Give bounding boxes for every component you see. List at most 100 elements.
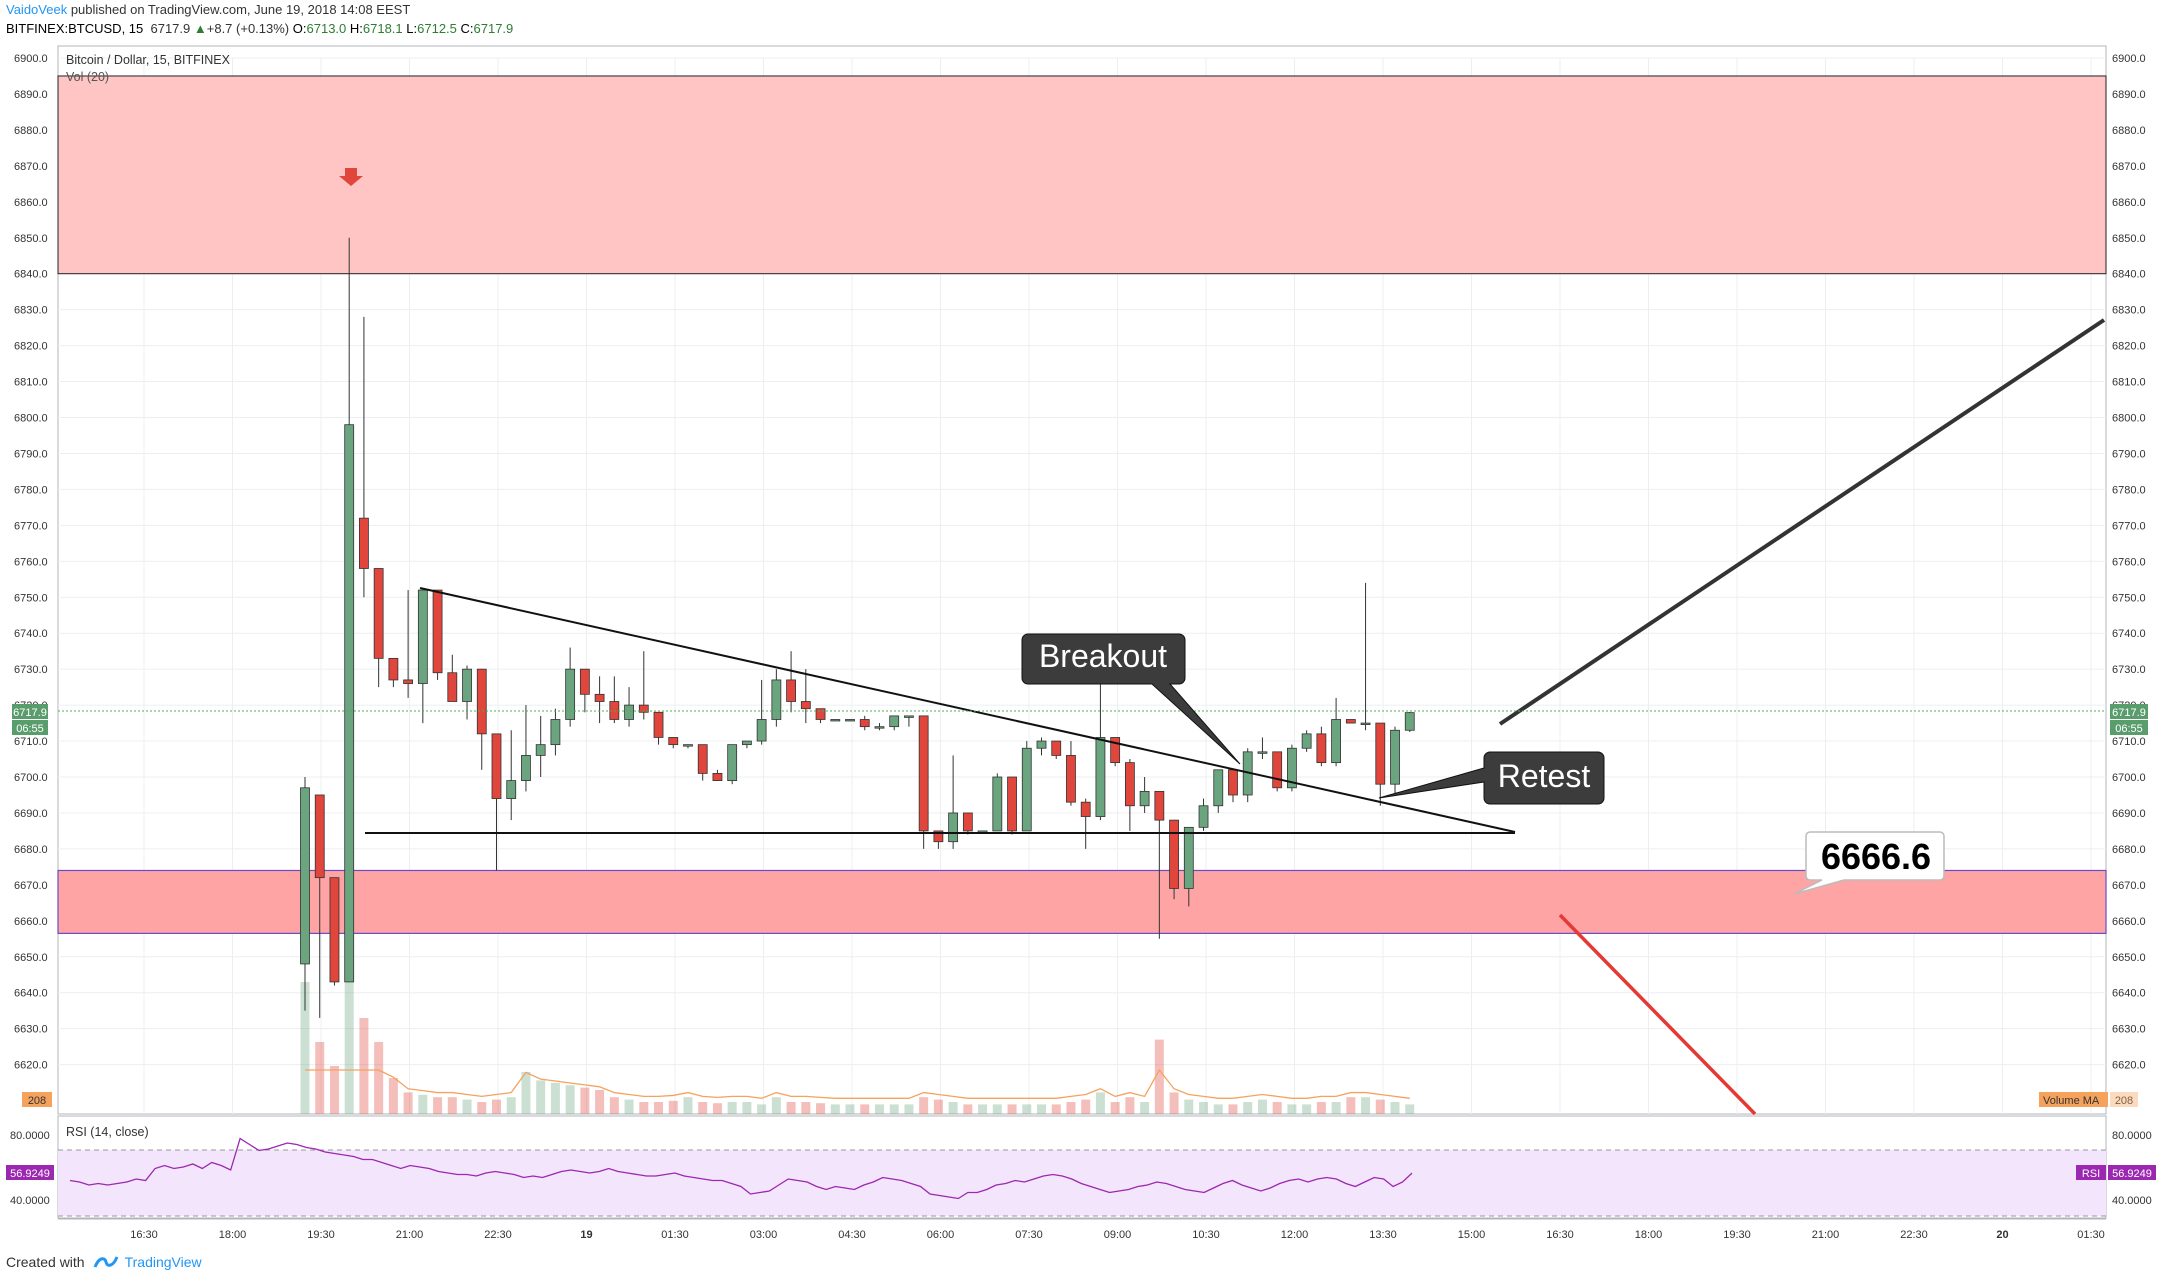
- time-tick: 19:30: [307, 1229, 335, 1241]
- price-tick-left: 6780.0: [14, 484, 48, 496]
- volume-bar: [742, 1102, 752, 1114]
- tradingview-link[interactable]: TradingView: [93, 1254, 202, 1270]
- volume-bar: [565, 1085, 575, 1114]
- candle-body: [521, 755, 531, 781]
- candle-body: [1287, 747, 1297, 789]
- candle: [521, 705, 531, 792]
- projection-up-line[interactable]: [1498, 318, 2106, 726]
- volume-bar: [860, 1104, 870, 1114]
- candle-body: [1257, 751, 1268, 754]
- volume-bar: [1022, 1104, 1032, 1114]
- price-tick-left: 6700.0: [14, 772, 48, 784]
- candle-body: [1213, 769, 1224, 807]
- price-tick-left: 6870.0: [14, 161, 48, 173]
- volume-bar: [595, 1090, 605, 1114]
- candle-body: [1021, 747, 1032, 832]
- candle: [918, 715, 929, 849]
- time-tick: 21:00: [1812, 1229, 1840, 1241]
- time-tick: 21:00: [396, 1229, 424, 1241]
- price-tick-right: 6780.0: [2112, 484, 2146, 496]
- candle: [329, 877, 340, 986]
- volume-bar: [1066, 1102, 1076, 1114]
- volume-bar: [816, 1103, 826, 1114]
- candle-body: [992, 776, 1003, 832]
- volume-bar: [1316, 1102, 1326, 1114]
- candle: [1139, 777, 1150, 813]
- projection-down-line[interactable]: [1558, 913, 1757, 1116]
- price-tick-right: 6810.0: [2112, 377, 2146, 389]
- sell-signal-arrow-icon: [339, 168, 363, 186]
- support-zone: [57, 869, 2107, 934]
- candle-body: [1345, 719, 1356, 724]
- price-tick-left: 6680.0: [14, 844, 48, 856]
- price-tick-left: 6630.0: [14, 1024, 48, 1036]
- left-price-axis: 6900.0 6890.0 6880.0 6870.0 6860.0 6850.0 6840…: [14, 53, 48, 1072]
- price-tick-right: 6880.0: [2112, 125, 2146, 137]
- candle-body: [742, 740, 752, 746]
- volume-bar: [580, 1087, 590, 1114]
- volume-bar: [315, 1042, 325, 1114]
- change-arrow-icon: ▲: [193, 21, 207, 36]
- volume-bar: [786, 1102, 796, 1114]
- time-tick: 10:30: [1192, 1229, 1220, 1241]
- candle-body: [550, 719, 561, 746]
- author-link[interactable]: VaidoVeek: [6, 2, 68, 17]
- price-tick-right: 6860.0: [2112, 197, 2146, 209]
- volume-bar: [771, 1097, 781, 1114]
- volume-bar: [683, 1097, 693, 1114]
- svg-text:208: 208: [28, 1095, 46, 1107]
- volume-bar: [1169, 1092, 1179, 1114]
- candle: [1124, 759, 1135, 831]
- candle: [830, 719, 841, 722]
- volume-bar: [712, 1103, 722, 1114]
- candle: [1051, 740, 1062, 760]
- candle: [579, 668, 590, 713]
- low-label: L:: [406, 21, 418, 36]
- candle-body: [1183, 826, 1194, 889]
- price-tick-left: 6660.0: [14, 916, 48, 928]
- candle: [1316, 726, 1327, 767]
- price-tick-right: 6800.0: [2112, 413, 2146, 425]
- candle: [1242, 748, 1253, 803]
- publish-line: VaidoVeek published on TradingView.com, …: [6, 2, 410, 17]
- time-tick: 03:00: [750, 1229, 778, 1241]
- volume-bar: [506, 1097, 516, 1114]
- svg-text:06:55: 06:55: [2115, 723, 2143, 735]
- descending-trendline[interactable]: [419, 587, 1516, 833]
- last-price: 6717.9: [150, 21, 191, 36]
- candle-body: [1124, 762, 1135, 807]
- price-tick-right: 6750.0: [2112, 592, 2146, 604]
- volume-bar: [1375, 1099, 1385, 1114]
- volume-indicator-label: Vol (20): [66, 70, 109, 84]
- retest-callout[interactable]: Retest: [1378, 751, 1605, 805]
- time-tick: 09:00: [1104, 1229, 1132, 1241]
- created-with-label: Created with: [6, 1254, 85, 1270]
- change-value: +8.7 (+0.13%): [206, 21, 290, 36]
- time-tick: 18:00: [219, 1229, 247, 1241]
- candle: [432, 589, 443, 680]
- candle-body: [1095, 737, 1106, 817]
- time-tick: 18:00: [1635, 1229, 1663, 1241]
- price-tick-right: 6660.0: [2112, 916, 2146, 928]
- candle-body: [462, 668, 472, 702]
- candles: [300, 237, 1415, 1018]
- candle: [874, 723, 885, 731]
- candle: [668, 737, 679, 749]
- candle-body: [800, 701, 811, 710]
- candle-body: [1036, 740, 1047, 749]
- price-tick-left: 6620.0: [14, 1060, 48, 1072]
- candle: [1007, 776, 1017, 835]
- breakout-callout[interactable]: Breakout: [1021, 633, 1241, 765]
- candle-body: [476, 668, 487, 735]
- candle: [1404, 711, 1415, 733]
- volume-ma-tag-right: Volume MA 208: [2039, 1092, 2138, 1107]
- candle-body: [830, 719, 841, 722]
- candle: [771, 669, 782, 727]
- open-value: 6713.0: [306, 21, 347, 36]
- candle: [859, 715, 870, 731]
- level-callout[interactable]: 6666.6: [1793, 831, 1945, 895]
- candle: [491, 733, 502, 871]
- volume-bar: [1199, 1102, 1209, 1114]
- rsi-value-tag-right: RSI 56.9249: [2076, 1165, 2156, 1180]
